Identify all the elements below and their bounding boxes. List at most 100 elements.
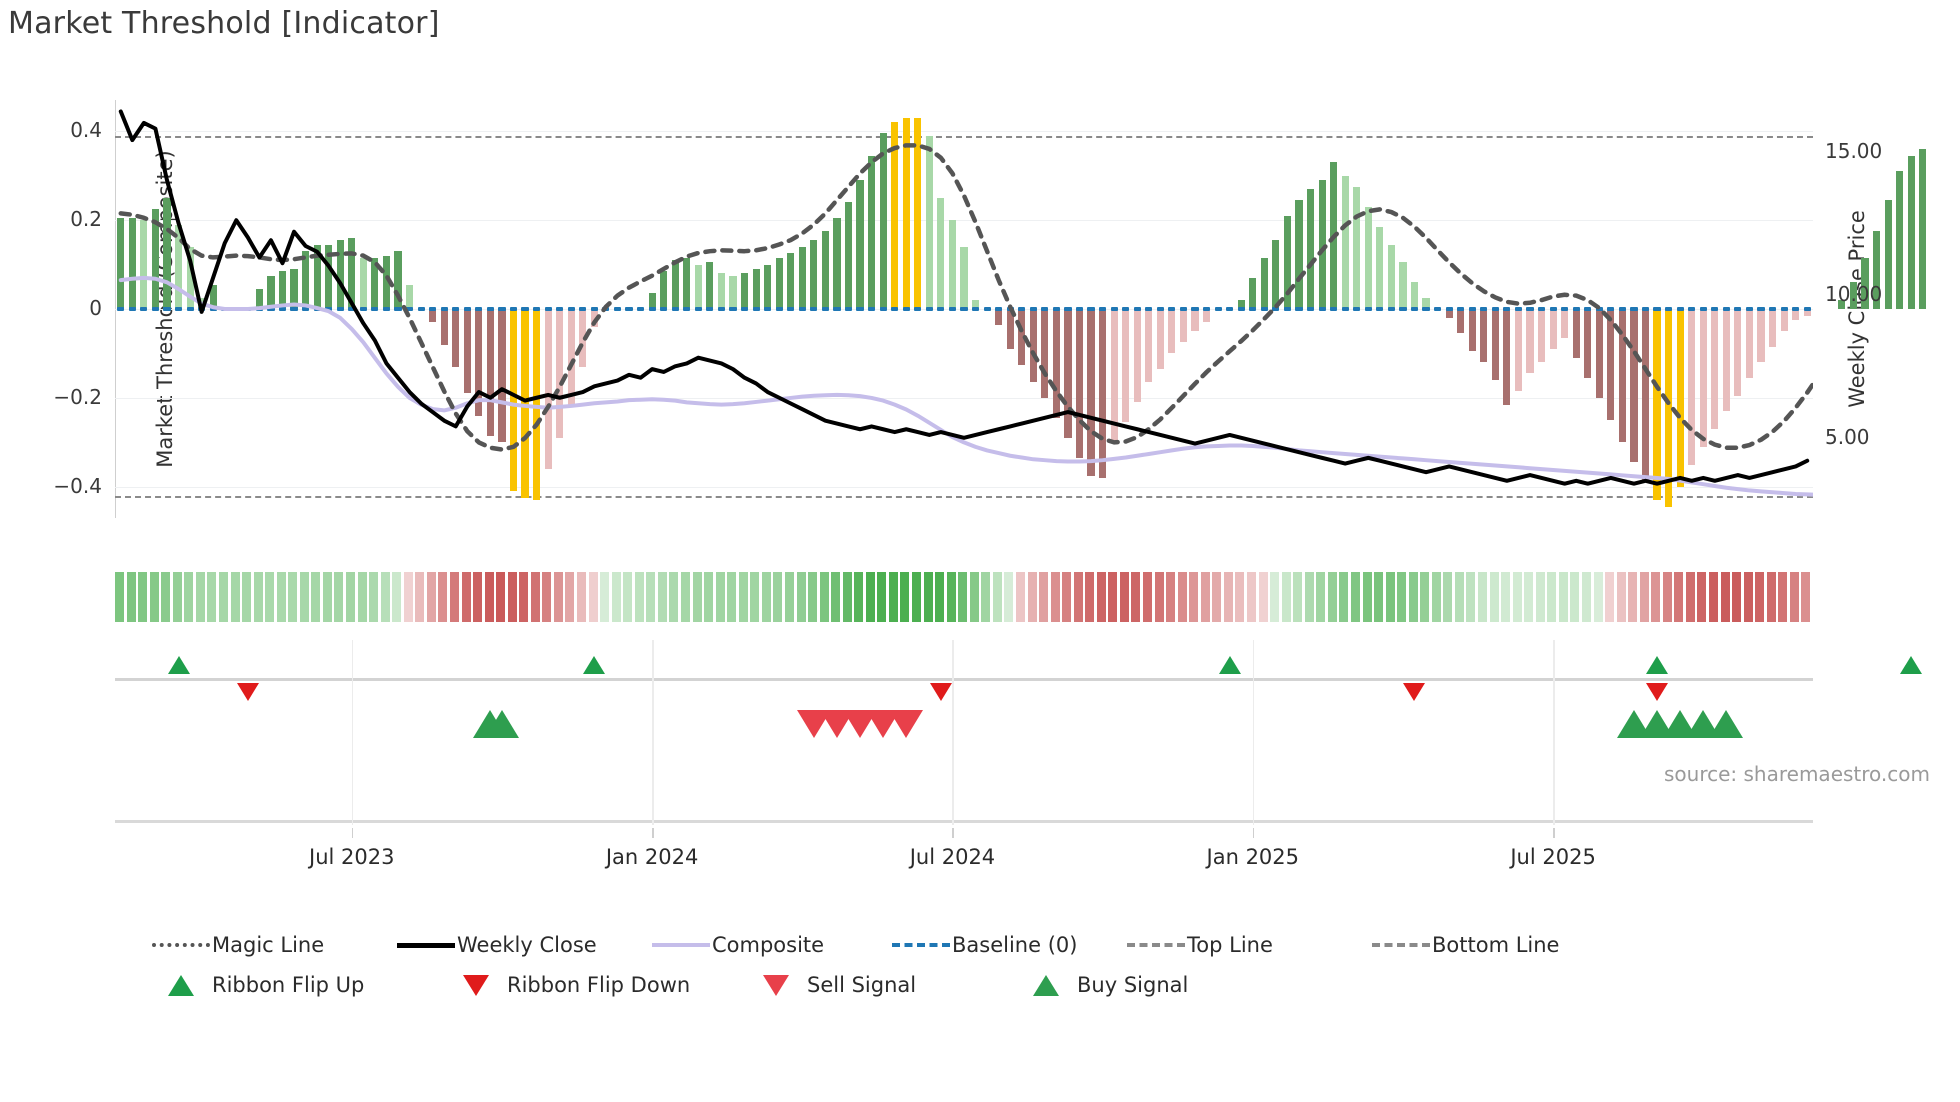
solid-line-icon <box>395 942 457 948</box>
histogram-bar <box>1110 309 1118 443</box>
histogram-bar <box>533 309 541 501</box>
legend-item-bottom-line[interactable]: Bottom Line <box>1370 933 1620 957</box>
baseline-dash <box>1780 307 1788 311</box>
baseline-dash <box>810 307 818 311</box>
baseline-dash <box>1330 307 1338 311</box>
histogram-bar <box>1514 309 1523 392</box>
legend-item-baseline-0[interactable]: Baseline (0) <box>890 933 1125 957</box>
ribbon-cell <box>1073 572 1083 622</box>
x-tick-label: Jul 2024 <box>909 845 996 869</box>
baseline-dash <box>787 307 795 311</box>
histogram-bar <box>1780 309 1788 332</box>
ribbon-cell <box>796 572 806 622</box>
legend-item-magic-line[interactable]: Magic Line <box>150 933 395 957</box>
histogram-bar <box>475 309 483 416</box>
baseline-dash <box>1249 307 1257 311</box>
histogram-bar <box>1387 244 1395 309</box>
ribbon-cell <box>1558 572 1568 622</box>
legend-item-top-line[interactable]: Top Line <box>1125 933 1370 957</box>
ribbon-flip-up-marker <box>583 656 606 674</box>
histogram-bar <box>590 309 598 327</box>
histogram-bar <box>1618 309 1626 443</box>
legend-item-ribbon-flip-down[interactable]: Ribbon Flip Down <box>445 973 745 997</box>
ribbon-cell <box>946 572 956 622</box>
histogram-bar <box>1353 186 1361 309</box>
ribbon-cell <box>784 572 794 622</box>
histogram-bar <box>1341 175 1349 309</box>
baseline-dash <box>694 307 702 311</box>
y-tick-right: 15.00 <box>1825 138 1883 163</box>
baseline-dash <box>163 307 171 311</box>
ribbon-cell <box>207 572 217 622</box>
legend-label: Composite <box>712 933 825 957</box>
ribbon-cell <box>657 572 667 622</box>
histogram-bar <box>1503 309 1511 405</box>
baseline-dash <box>1768 307 1777 311</box>
histogram-bar <box>1295 200 1303 309</box>
histogram-bar <box>1872 231 1881 309</box>
ribbon-cell <box>1674 572 1684 622</box>
baseline-dash <box>983 307 991 311</box>
ribbon-cell <box>1270 572 1280 622</box>
ribbon-cell <box>588 572 598 622</box>
histogram-bar <box>348 237 356 309</box>
source-attribution: source: sharemaestro.com <box>1664 762 1930 786</box>
baseline-dash <box>382 307 391 311</box>
legend-item-ribbon-flip-up[interactable]: Ribbon Flip Up <box>150 973 445 997</box>
ribbon-cell <box>1374 572 1384 622</box>
legend-item-buy-signal[interactable]: Buy Signal <box>1015 973 1265 997</box>
histogram-bar <box>556 309 564 438</box>
baseline-dash <box>1018 307 1026 311</box>
ribbon-flip-row <box>115 640 1923 701</box>
histogram-bar <box>394 251 402 309</box>
baseline-dash <box>1665 307 1673 311</box>
legend-label: Ribbon Flip Down <box>507 973 691 997</box>
baseline-dash <box>267 307 275 311</box>
baseline-dash <box>1722 307 1730 311</box>
ribbon-cell <box>1778 572 1788 622</box>
legend-item-weekly-close[interactable]: Weekly Close <box>395 933 650 957</box>
histogram-bar <box>336 240 344 309</box>
ribbon-flip-down-marker <box>236 683 259 701</box>
baseline-dash <box>833 307 841 311</box>
histogram-bar <box>278 271 287 309</box>
ribbon-cell <box>553 572 563 622</box>
ribbon-cell <box>334 572 344 622</box>
histogram-bar <box>140 220 148 309</box>
vertical-guide <box>351 640 354 825</box>
legend-label: Buy Signal <box>1077 973 1189 997</box>
ribbon-flip-up-marker <box>167 656 190 674</box>
ribbon-cell <box>1408 572 1418 622</box>
sell-signal-marker <box>889 710 924 738</box>
histogram-bar <box>1838 300 1846 309</box>
y-tick-left: −0.2 <box>53 384 102 409</box>
triangle-up-icon <box>1015 974 1077 996</box>
baseline-dash <box>1087 307 1095 311</box>
legend-row-1: Magic Line Weekly Close Composite Baseline … <box>150 925 1930 965</box>
legend-item-sell-signal[interactable]: Sell Signal <box>745 973 1015 997</box>
histogram-bar <box>1907 155 1915 309</box>
ribbon-cell <box>808 572 818 622</box>
baseline-dash <box>844 307 853 311</box>
vertical-guide <box>652 640 654 825</box>
vertical-guide <box>1553 640 1555 825</box>
ribbon-cell <box>611 572 621 622</box>
main-chart-plot[interactable] <box>115 100 1927 518</box>
ribbon-cell <box>1327 572 1337 622</box>
x-tick-mark <box>351 828 354 838</box>
x-tick-label: Jul 2025 <box>1510 845 1596 869</box>
ribbon-cell <box>496 572 506 622</box>
baseline-dash <box>1503 307 1511 311</box>
baseline-dash <box>1491 307 1499 311</box>
histogram-bar <box>1202 309 1211 323</box>
ribbon-cell <box>1223 572 1233 622</box>
histogram-bar <box>1572 309 1580 358</box>
histogram-bar <box>174 224 183 309</box>
ribbon-cell <box>242 572 252 622</box>
ribbon-cell <box>1212 572 1222 622</box>
baseline-dash <box>1341 307 1349 311</box>
histogram-bar <box>868 155 876 309</box>
ribbon-cell <box>1685 572 1695 622</box>
legend-item-composite[interactable]: Composite <box>650 933 890 957</box>
baseline-dash <box>1376 307 1384 311</box>
